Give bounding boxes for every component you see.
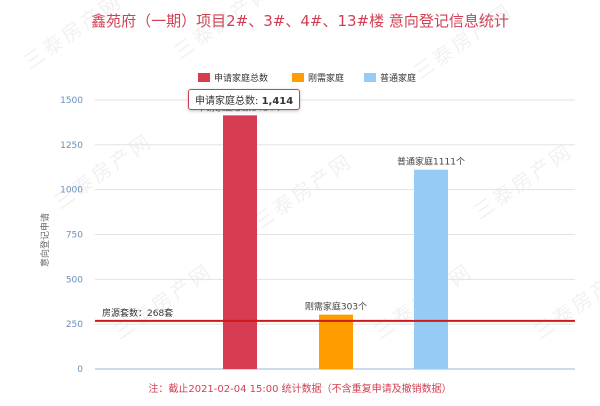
watermark-text: 三泰房产网 bbox=[249, 148, 357, 234]
chart-title: 鑫苑府（一期）项目2#、3#、4#、13#楼 意向登记信息统计 bbox=[91, 12, 509, 30]
data-label: 刚需家庭303个 bbox=[305, 301, 367, 313]
y-tick-label: 750 bbox=[66, 230, 83, 240]
watermark-text: 三泰房产网 bbox=[19, 0, 127, 74]
tooltip-label: 申请家庭总数: bbox=[195, 96, 259, 107]
bar-tooltip: 申请家庭总数: 1,414 bbox=[188, 89, 301, 110]
watermark-text: 三泰房产网 bbox=[529, 258, 600, 344]
bar bbox=[223, 115, 257, 370]
bar bbox=[414, 169, 448, 369]
legend-swatch bbox=[292, 73, 304, 82]
data-label: 普通家庭1111个 bbox=[397, 156, 465, 168]
footnote: 注：截止2021-02-04 15:00 统计数据（不含重复申请及撤销数据） bbox=[148, 384, 452, 395]
y-tick-label: 1000 bbox=[60, 186, 83, 196]
tooltip-value: 1,414 bbox=[261, 96, 294, 107]
watermark-text: 三泰房产网 bbox=[169, 0, 277, 64]
watermark-text: 三泰房产网 bbox=[109, 258, 217, 344]
legend-label: 申请家庭总数 bbox=[214, 72, 268, 84]
legend-swatch bbox=[364, 73, 376, 82]
watermark-text: 三泰房产网 bbox=[469, 138, 577, 224]
legend-label: 刚需家庭 bbox=[308, 72, 344, 84]
legend-swatch bbox=[198, 73, 210, 82]
reference-line-label: 房源套数：268套 bbox=[102, 307, 173, 319]
legend-label: 普通家庭 bbox=[380, 72, 416, 84]
y-tick-label: 500 bbox=[66, 275, 83, 285]
y-tick-label: 1250 bbox=[60, 141, 83, 151]
watermark-text: 三泰房产网 bbox=[409, 0, 517, 84]
y-axis-label: 意向登记申请 bbox=[39, 213, 51, 267]
y-tick-label: 1500 bbox=[60, 96, 83, 106]
y-tick-label: 250 bbox=[66, 320, 83, 330]
y-tick-label: 0 bbox=[77, 365, 83, 375]
bar bbox=[319, 314, 353, 369]
